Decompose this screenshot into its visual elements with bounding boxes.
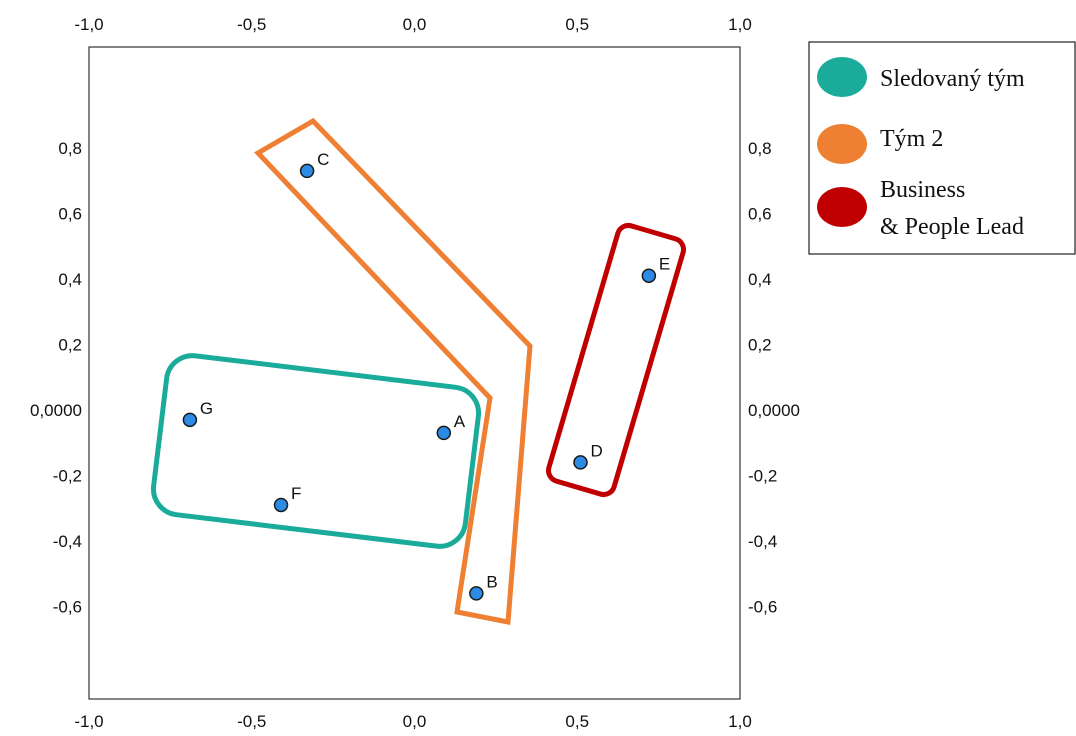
point-a: [436, 425, 452, 441]
legend-swatch-sledovany-tym: [817, 57, 867, 97]
group-outline-sledovany-tym: [150, 353, 482, 549]
y-tick-right-0: 0,8: [748, 139, 772, 158]
y-tick-left-3: 0,2: [58, 336, 82, 355]
point-label-d: D: [591, 441, 603, 460]
legend-label-tym-2: Tým 2: [880, 126, 943, 152]
point-label-c: C: [317, 150, 329, 169]
legend-label-sledovany-tym: Sledovaný tým: [880, 66, 1025, 92]
x-tick-top-1: -0,5: [237, 15, 266, 34]
y-tick-left-6: -0,4: [53, 532, 82, 551]
y-tick-right-5: -0,2: [748, 467, 777, 486]
x-tick-bottom-1: -0,5: [237, 712, 266, 731]
y-tick-left-0: 0,8: [58, 139, 82, 158]
point-f: [273, 497, 289, 513]
point-c: [299, 163, 315, 179]
y-tick-left-4: 0,0000: [30, 401, 82, 420]
x-tick-bottom-0: -1,0: [74, 712, 103, 731]
y-tick-right-3: 0,2: [748, 336, 772, 355]
point-d: [573, 455, 588, 470]
group-outline-business-people-lead: [545, 222, 687, 498]
point-label-e: E: [659, 255, 670, 274]
y-tick-right-2: 0,4: [748, 270, 772, 289]
y-tick-right-1: 0,6: [748, 205, 772, 224]
point-label-f: F: [291, 484, 301, 503]
legend-label-business-line-2: & People Lead: [880, 214, 1024, 240]
data-points: A B C D E F G: [182, 150, 670, 601]
point-label-b: B: [486, 572, 497, 591]
y-tick-left-2: 0,4: [58, 270, 82, 289]
y-tick-right-4: 0,0000: [748, 401, 800, 420]
y-tick-left-1: 0,6: [58, 205, 82, 224]
plot-frame: [88, 46, 741, 700]
x-tick-top-3: 0,5: [565, 15, 589, 34]
point-b: [469, 586, 484, 601]
legend-swatch-business-people-lead: [817, 187, 867, 227]
x-tick-top-2: 0,0: [403, 15, 427, 34]
x-tick-top-4: 1,0: [728, 15, 752, 34]
y-tick-right-7: -0,6: [748, 598, 777, 617]
x-tick-top-0: -1,0: [74, 15, 103, 34]
point-g: [182, 412, 198, 428]
legend: Sledovaný tým Tým 2 Business & People Le…: [808, 41, 1076, 255]
point-label-g: G: [200, 399, 213, 418]
x-tick-bottom-4: 1,0: [728, 712, 752, 731]
axis-ticks: -1,0 -1,0 -0,5 -0,5 0,0 0,0 0,5 0,5 1,0 1,0 0,8 0,8…: [30, 15, 800, 731]
x-tick-bottom-3: 0,5: [565, 712, 589, 731]
legend-label-business-line-1: Business: [880, 177, 965, 203]
legend-swatch-tym-2: [817, 124, 867, 164]
y-tick-left-5: -0,2: [53, 467, 82, 486]
point-e: [641, 268, 657, 283]
y-tick-left-7: -0,6: [53, 598, 82, 617]
point-label-a: A: [454, 412, 466, 431]
group-outline-tym-2: [254, 117, 533, 625]
x-tick-bottom-2: 0,0: [403, 712, 427, 731]
y-tick-right-6: -0,4: [748, 532, 777, 551]
